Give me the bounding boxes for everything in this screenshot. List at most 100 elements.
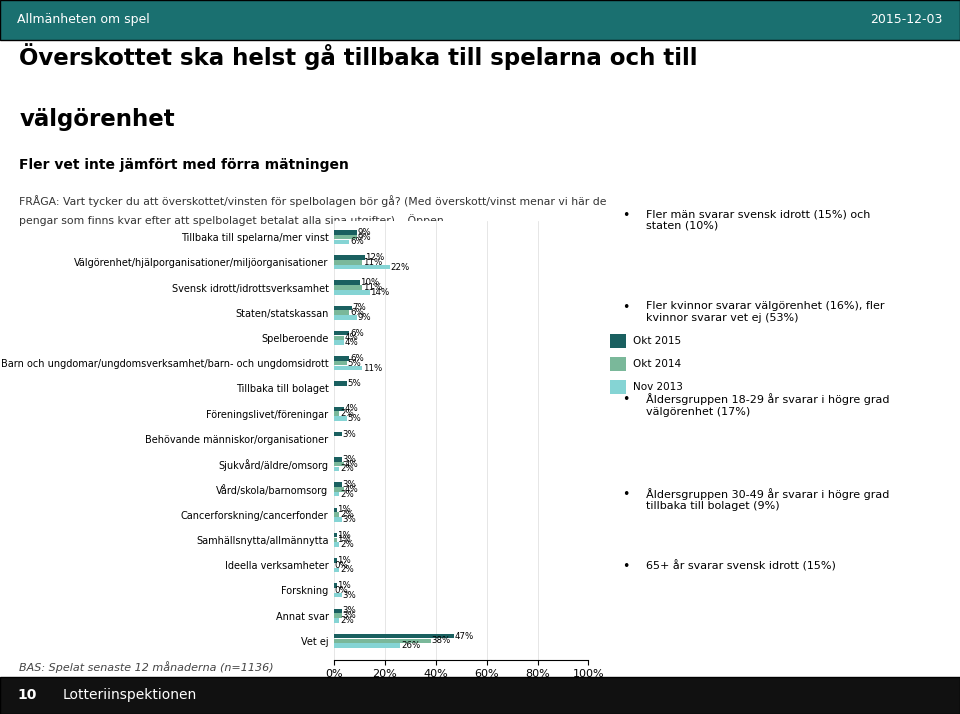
Bar [334, 235, 357, 239]
Text: 2%: 2% [340, 490, 353, 498]
Text: Lotteriinspektionen: Lotteriinspektionen [62, 688, 197, 703]
Bar [334, 260, 362, 264]
Bar [334, 311, 349, 315]
Text: 3%: 3% [343, 480, 356, 489]
Text: 0%: 0% [335, 560, 348, 570]
Text: •: • [622, 301, 630, 314]
Bar [334, 240, 349, 244]
Text: 4%: 4% [345, 485, 359, 494]
Bar [334, 411, 339, 416]
Text: 2%: 2% [340, 464, 353, 473]
Bar [334, 618, 339, 623]
Bar [610, 381, 626, 394]
Bar [334, 643, 400, 648]
Bar [334, 608, 342, 613]
Bar [610, 334, 626, 348]
Bar [334, 331, 349, 336]
Text: 5%: 5% [348, 379, 361, 388]
Text: pengar som finns kvar efter att spelbolaget betalat alla sina utgifter) – Öppen: pengar som finns kvar efter att spelbola… [19, 214, 444, 226]
Bar [334, 416, 347, 421]
Text: 3%: 3% [343, 590, 356, 600]
Text: 6%: 6% [350, 354, 364, 363]
Bar [334, 290, 370, 295]
Text: 7%: 7% [352, 303, 367, 313]
Text: 4%: 4% [345, 460, 359, 468]
Bar [334, 336, 345, 341]
Bar [334, 366, 362, 371]
Text: Okt 2014: Okt 2014 [633, 359, 681, 369]
Bar [334, 316, 357, 320]
Text: välgörenhet: välgörenhet [19, 108, 175, 131]
Bar [334, 281, 359, 285]
Text: 0%: 0% [335, 585, 348, 595]
Bar [334, 432, 342, 436]
Text: Åldersgruppen 18-29 år svarar i högre grad
välgörenhet (17%): Åldersgruppen 18-29 år svarar i högre gr… [646, 393, 889, 417]
Bar [334, 467, 339, 471]
Text: •: • [622, 393, 630, 406]
Text: 26%: 26% [401, 641, 420, 650]
Text: 11%: 11% [363, 363, 382, 373]
Bar [334, 306, 352, 310]
Bar [334, 230, 357, 234]
Text: BAS: Spelat senaste 12 månaderna (n=1136): BAS: Spelat senaste 12 månaderna (n=1136… [19, 661, 274, 673]
Text: Allmänheten om spel: Allmänheten om spel [17, 14, 150, 26]
Bar [334, 513, 339, 517]
Text: 2%: 2% [340, 540, 353, 549]
Text: 3%: 3% [343, 455, 356, 464]
Bar [334, 638, 431, 643]
Text: 2%: 2% [340, 510, 353, 519]
Text: •: • [622, 560, 630, 573]
Text: Fler män svarar svensk idrott (15%) och
staten (10%): Fler män svarar svensk idrott (15%) och … [646, 209, 870, 231]
Text: 11%: 11% [363, 258, 382, 267]
Text: 6%: 6% [350, 328, 364, 338]
Text: 9%: 9% [358, 313, 372, 322]
Text: Nov 2013: Nov 2013 [633, 382, 683, 393]
Text: 1%: 1% [337, 581, 351, 590]
Bar [334, 568, 339, 572]
Bar [334, 462, 345, 466]
Text: 2%: 2% [340, 616, 353, 625]
Text: 3%: 3% [343, 515, 356, 524]
Text: Åldersgruppen 30-49 år svarar i högre grad
tillbaka till bolaget (9%): Åldersgruppen 30-49 år svarar i högre gr… [646, 488, 889, 511]
Text: 4%: 4% [345, 333, 359, 343]
Bar [334, 356, 349, 361]
Text: 9%: 9% [358, 233, 372, 241]
Text: 14%: 14% [371, 288, 390, 297]
Text: 6%: 6% [350, 237, 364, 246]
Bar [334, 593, 342, 598]
Text: 3%: 3% [343, 611, 356, 620]
Text: 2%: 2% [340, 565, 353, 574]
Bar [334, 381, 347, 386]
Bar [334, 508, 337, 512]
Text: 1%: 1% [337, 531, 351, 540]
Text: 5%: 5% [348, 414, 361, 423]
Bar [334, 558, 337, 563]
Bar [334, 341, 345, 345]
Text: 5%: 5% [348, 358, 361, 368]
Text: 10: 10 [17, 688, 36, 703]
Text: Fler vet inte jämfört med förra mätningen: Fler vet inte jämfört med förra mätninge… [19, 159, 349, 172]
Bar [334, 285, 362, 290]
Bar [334, 265, 390, 269]
Bar [334, 483, 342, 487]
Text: 3%: 3% [343, 606, 356, 615]
Text: 22%: 22% [391, 263, 410, 271]
Bar [334, 543, 339, 547]
Text: 2015-12-03: 2015-12-03 [871, 14, 943, 26]
Text: 38%: 38% [431, 636, 451, 645]
Text: 10%: 10% [360, 278, 379, 287]
Text: 2%: 2% [340, 409, 353, 418]
Bar [610, 357, 626, 371]
Bar [334, 255, 365, 260]
Text: FRÅGA: Vart tycker du att överskottet/vinsten för spelbolagen bör gå? (Med övers: FRÅGA: Vart tycker du att överskottet/vi… [19, 195, 607, 207]
Text: 3%: 3% [343, 430, 356, 438]
Text: 1%: 1% [337, 506, 351, 514]
Bar [334, 634, 454, 638]
Text: 11%: 11% [363, 283, 382, 292]
Text: 4%: 4% [345, 338, 359, 347]
Bar [334, 533, 337, 538]
Text: •: • [622, 488, 630, 501]
Text: Fler kvinnor svarar välgörenhet (16%), fler
kvinnor svarar vet ej (53%): Fler kvinnor svarar välgörenhet (16%), f… [646, 301, 884, 323]
Text: •: • [622, 209, 630, 222]
Text: 1%: 1% [337, 555, 351, 565]
